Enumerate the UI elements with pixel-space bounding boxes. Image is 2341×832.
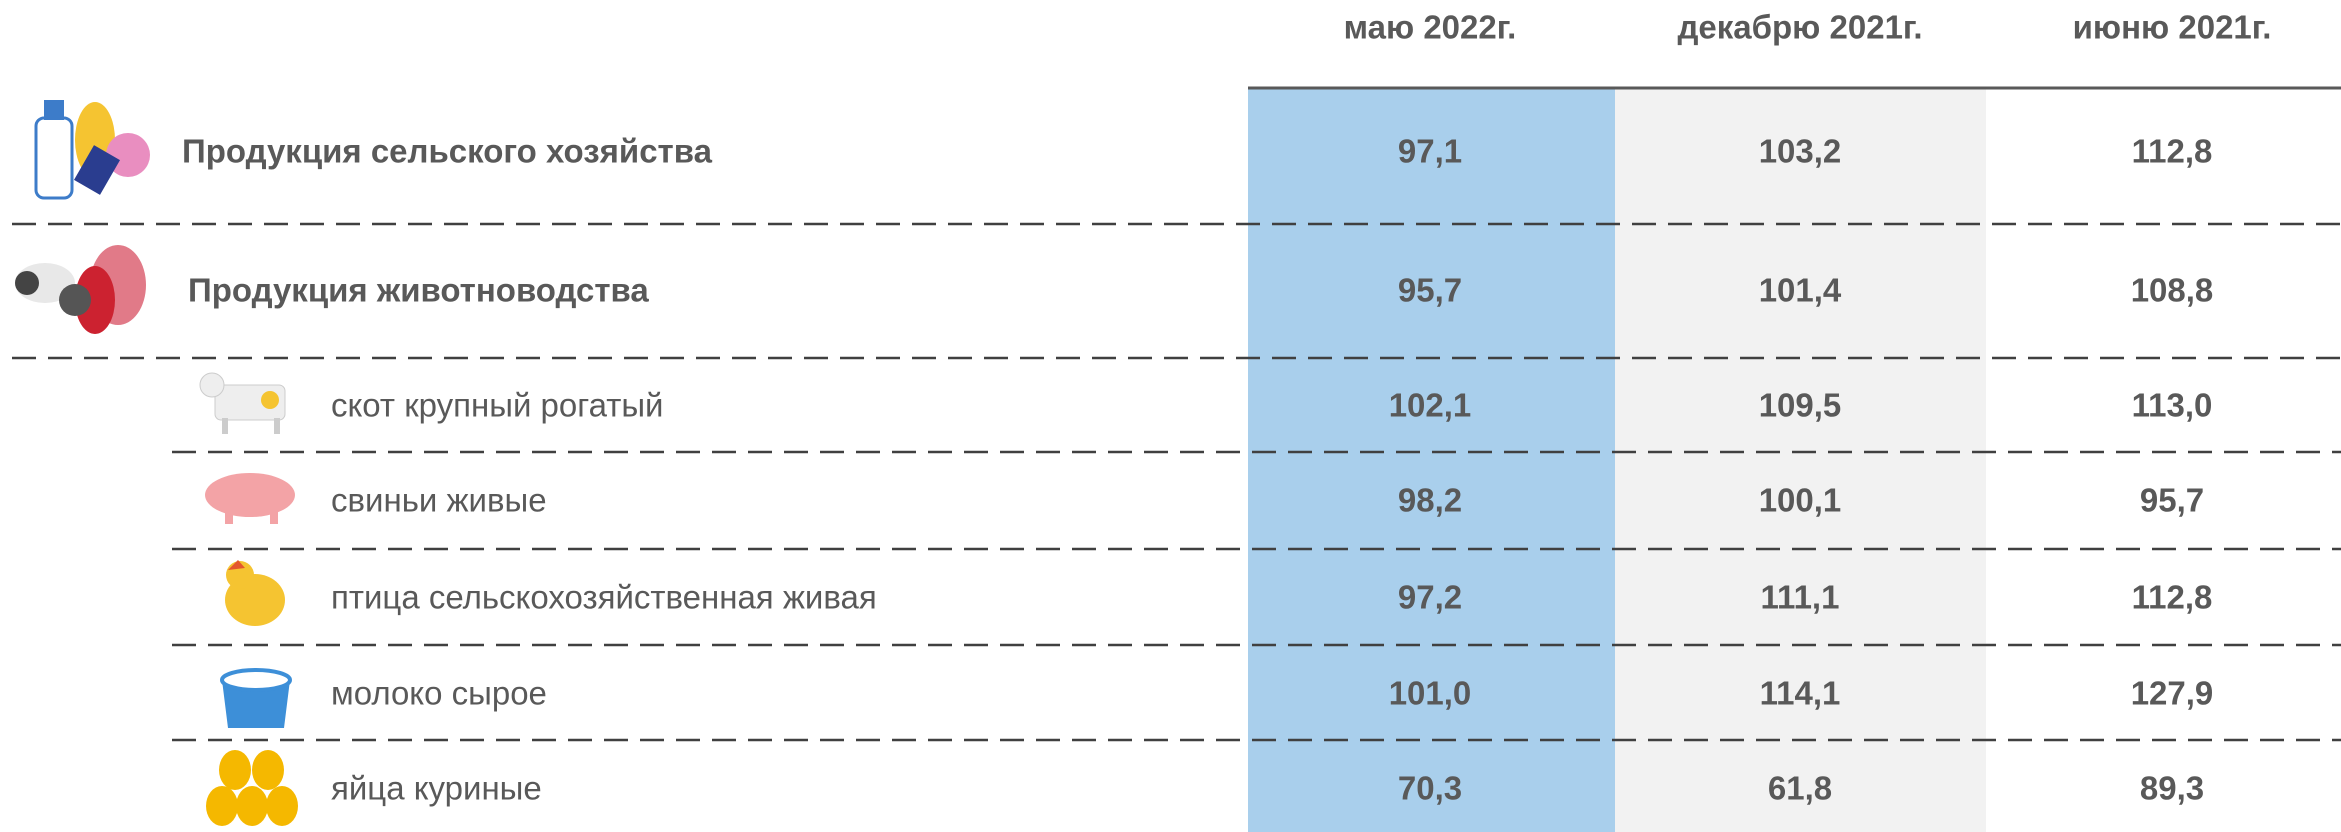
cell-value: 98,2 [1398,482,1462,519]
icon-livestock [15,245,146,334]
icon-cattle [200,373,285,434]
table: маю 2022г. декабрю 2021г. июню 2021г. Проду… [0,0,2341,832]
cell-value: 112,8 [2132,579,2213,616]
cell-value: 70,3 [1398,770,1462,807]
row-label: яйца куриные [331,770,542,807]
column-header: июню 2021г. [2073,9,2272,46]
cell-value: 111,1 [1761,579,1840,616]
cell-value: 113,0 [2132,387,2213,424]
cell-value: 95,7 [2140,482,2204,519]
column-header: декабрю 2021г. [1677,9,1922,46]
icon-agriculture [36,100,150,198]
cell-value: 89,3 [2140,770,2204,807]
row-label: Продукция животноводства [188,272,649,309]
icon-eggs [206,750,298,826]
row-label: птица сельскохозяйственная живая [331,579,877,616]
cell-value: 97,1 [1398,133,1462,170]
cell-value: 109,5 [1759,387,1842,424]
cell-value: 102,1 [1389,387,1472,424]
row-label: скот крупный рогатый [331,387,663,424]
cell-value: 95,7 [1398,272,1462,309]
cell-value: 101,4 [1759,272,1842,309]
row-label: молоко сырое [331,675,547,712]
cell-value: 114,1 [1760,675,1841,712]
cell-value: 101,0 [1389,675,1472,712]
row-label: свиньи живые [331,482,547,519]
row-label: Продукция сельского хозяйства [182,133,713,170]
cell-value: 103,2 [1759,133,1842,170]
icon-pig [205,473,295,524]
cell-value: 97,2 [1398,579,1462,616]
icon-milk [222,670,290,728]
cell-value: 61,8 [1768,770,1832,807]
cell-value: 112,8 [2132,133,2213,170]
cell-value: 127,9 [2131,675,2214,712]
cell-value: 100,1 [1759,482,1842,519]
highlight-column [1248,88,1615,832]
cell-value: 108,8 [2131,272,2214,309]
column-header: маю 2022г. [1344,9,1517,46]
shaded-column [1615,88,1986,832]
icon-chicken [225,560,285,626]
page: маю 2022г. декабрю 2021г. июню 2021г. Проду… [0,0,2341,832]
